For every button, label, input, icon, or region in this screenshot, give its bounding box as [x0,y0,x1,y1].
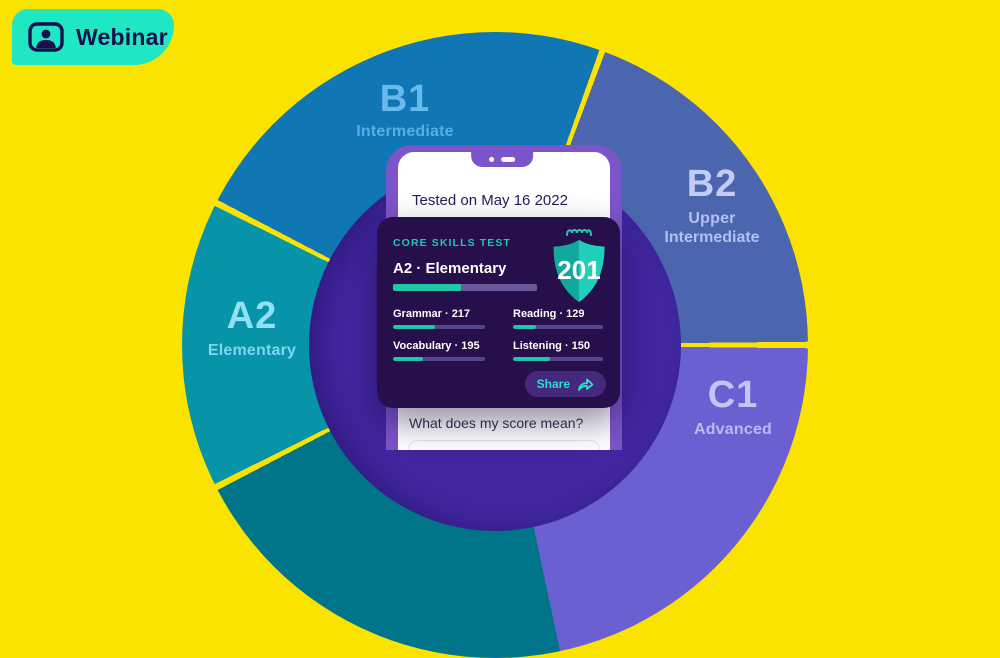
skill-reading-bar [513,325,603,329]
phone-notch [471,152,534,167]
level-code-b2: B2 [686,163,738,205]
skill-listening: Listening · 150 [513,340,603,361]
score-card: CORE SKILLS TEST A2 · Elementary Grammar… [377,217,620,408]
skill-listening-bar [513,357,603,361]
level-name-c1: Advanced [693,420,773,438]
skill-listening-fill [513,357,550,361]
tested-date-text: Tested on May 16 2022 [412,192,568,209]
shield-icon [553,239,605,303]
segment-label-b2: B2 Upper Intermediate [637,163,787,246]
skill-reading: Reading · 129 [513,308,603,329]
level-name-a2: Elementary [207,341,297,359]
level-code-b1: B1 [379,78,431,120]
level-name-b1: Intermediate [356,122,454,140]
skill-listening-label: Listening · 150 [513,340,591,352]
score-card-title: CORE SKILLS TEST [393,237,511,249]
skill-vocabulary-fill [393,357,424,361]
score-card-level: A2 · Elementary [393,260,507,277]
camera-dot-icon [489,157,495,162]
level-name-b2-line2: Intermediate [664,228,760,246]
skill-grammar-fill [393,325,436,329]
level-name-b2-line1: Upper [688,209,736,227]
skill-grammar-bar [393,325,485,329]
overall-score-value: 201 [557,255,601,285]
webinar-badge: Webinar [12,9,174,65]
segment-label-b1: B1 Intermediate [330,78,480,141]
segment-label-a2: A2 Elementary [182,295,322,360]
skill-grammar-label: Grammar · 217 [393,308,471,320]
skill-grammar: Grammar · 217 [393,308,485,329]
level-code-c1: C1 [707,374,759,416]
webinar-badge-label: Webinar [76,23,168,50]
overall-progress-fill [393,284,461,291]
speaker-grille-icon [501,157,516,162]
score-shield-badge: 201 [550,225,608,304]
webinar-person-icon [28,22,64,52]
skill-reading-label: Reading · 129 [513,308,585,320]
score-explanation-card[interactable] [408,440,600,450]
skill-vocabulary-bar [393,357,485,361]
skill-reading-fill [513,325,536,329]
skill-vocabulary-label: Vocabulary · 195 [393,340,480,352]
score-question-text: What does my score mean? [409,415,584,431]
crown-icon [566,229,592,236]
skill-vocabulary: Vocabulary · 195 [393,340,485,361]
share-arrow-icon [577,377,594,392]
webinar-banner: B1 Intermediate B2 Upper Intermediate A2… [12,9,808,658]
segment-label-c1: C1 Advanced [663,374,803,439]
share-button[interactable]: Share [524,371,606,397]
overall-progress-bar [393,284,537,291]
share-button-label: Share [536,377,570,391]
level-code-a2: A2 [226,295,278,337]
